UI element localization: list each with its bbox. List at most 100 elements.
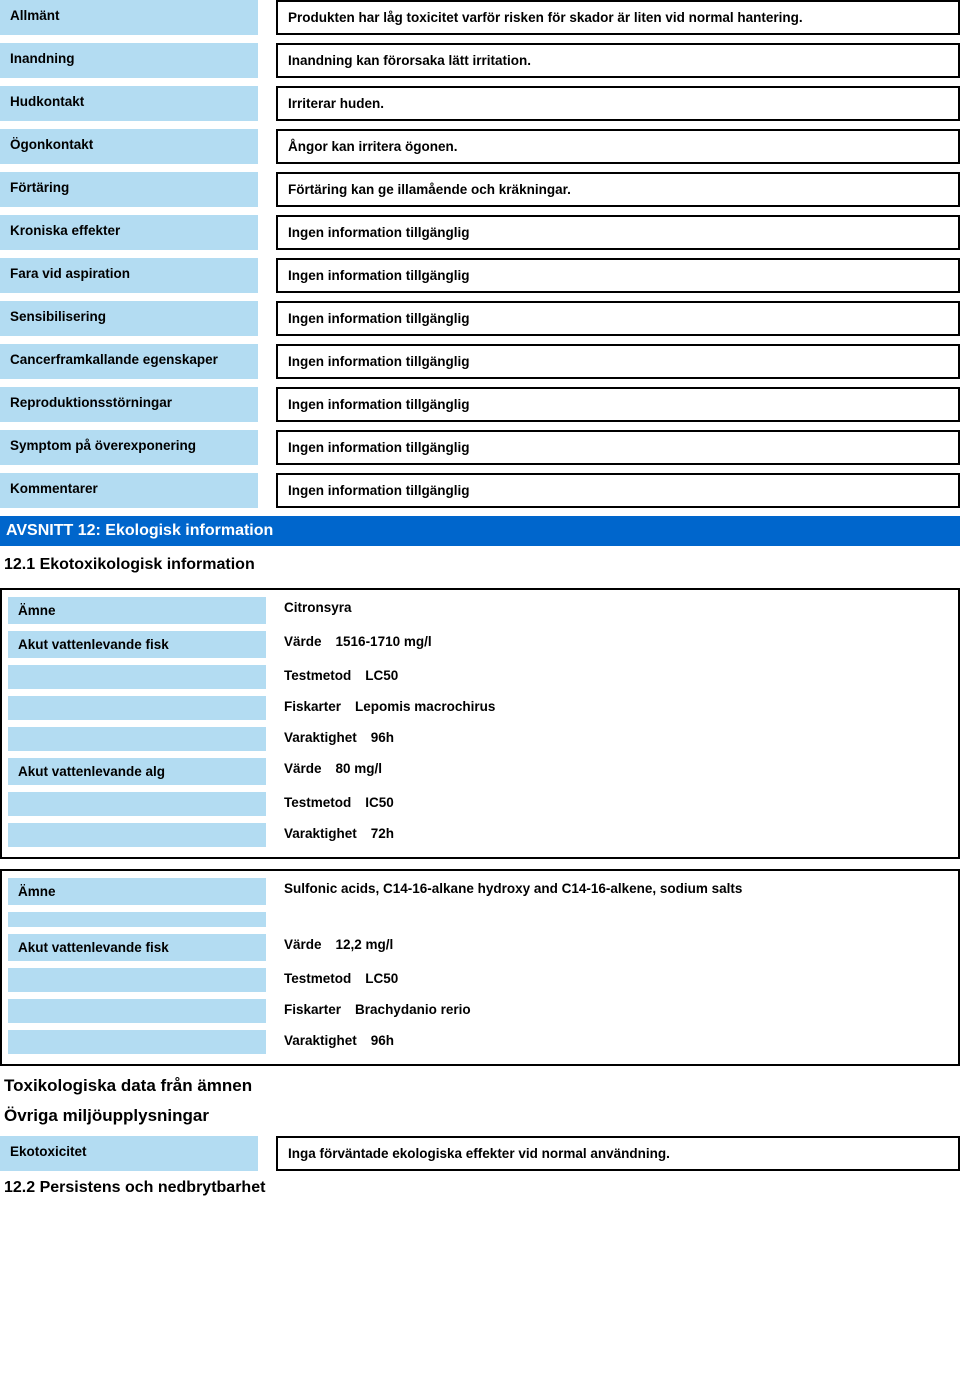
- eco-label-blank: [8, 724, 266, 751]
- value: Förtäring kan ge illamående och kräkning…: [276, 172, 960, 207]
- label: Allmänt: [0, 0, 258, 35]
- value: Inandning kan förorsaka lätt irritation.: [276, 43, 960, 78]
- eco-substance-value: Sulfonic acids, C14-16-alkane hydroxy an…: [266, 875, 952, 905]
- label: Hudkontakt: [0, 86, 258, 121]
- eco-substance-row: Ämne Citronsyra: [8, 594, 952, 624]
- eco-fish-row-3: Fiskarter Lepomis macrochirus: [8, 693, 952, 720]
- label: Reproduktionsstörningar: [0, 387, 258, 422]
- eco-fish2-row-1: Akut vattenlevande fisk Värde12,2 mg/l: [8, 931, 952, 961]
- row-kommentarer: Kommentarer Ingen information tillgängli…: [0, 473, 960, 508]
- eco-fish2-value: Värde12,2 mg/l: [266, 931, 952, 961]
- label: Inandning: [0, 43, 258, 78]
- value: Ingen information tillgänglig: [276, 258, 960, 293]
- v: 96h: [371, 730, 394, 745]
- eco-alg-label: Akut vattenlevande alg: [8, 755, 266, 785]
- v: 80 mg/l: [336, 761, 383, 776]
- eco-spacer: [8, 909, 952, 927]
- label: Sensibilisering: [0, 301, 258, 336]
- row-ekotoxicitet: Ekotoxicitet Inga förväntade ekologiska …: [0, 1136, 960, 1171]
- eco-fish-label: Akut vattenlevande fisk: [8, 628, 266, 658]
- value: Ingen information tillgänglig: [276, 387, 960, 422]
- v: LC50: [365, 971, 398, 986]
- row-fortaring: Förtäring Förtäring kan ge illamående oc…: [0, 172, 960, 207]
- value: Produkten har låg toxicitet varför riske…: [276, 0, 960, 35]
- eco-fish-value: Testmetod LC50: [266, 662, 952, 689]
- label: Kommentarer: [0, 473, 258, 508]
- eco-alg-value: Varaktighet 72h: [266, 820, 952, 847]
- label: Fara vid aspiration: [0, 258, 258, 293]
- eco-fish-value: Varaktighet 96h: [266, 724, 952, 751]
- eco-label-blank: [8, 965, 266, 992]
- value: Inga förväntade ekologiska effekter vid …: [276, 1136, 960, 1171]
- label: Cancerframkallande egenskaper: [0, 344, 258, 379]
- row-hudkontakt: Hudkontakt Irriterar huden.: [0, 86, 960, 121]
- value: Ingen information tillgänglig: [276, 473, 960, 508]
- v: Brachydanio rerio: [355, 1002, 471, 1017]
- k: Värde: [284, 937, 322, 952]
- v: Lepomis macrochirus: [355, 699, 495, 714]
- k: Fiskarter: [284, 699, 341, 714]
- eco-fish2-row-2: TestmetodLC50: [8, 965, 952, 992]
- env-info-heading: Övriga miljöupplysningar: [4, 1106, 960, 1126]
- section-12-banner: AVSNITT 12: Ekologisk information: [0, 516, 960, 546]
- eco-label-blank: [8, 662, 266, 689]
- value: Ingen information tillgänglig: [276, 430, 960, 465]
- eco-label-blank: [8, 996, 266, 1023]
- value: Ingen information tillgänglig: [276, 301, 960, 336]
- row-ogonkontakt: Ögonkontakt Ångor kan irritera ögonen.: [0, 129, 960, 164]
- eco-fish-row-4: Varaktighet 96h: [8, 724, 952, 751]
- row-inandning: Inandning Inandning kan förorsaka lätt i…: [0, 43, 960, 78]
- eco-alg-row-1: Akut vattenlevande alg Värde80 mg/l: [8, 755, 952, 785]
- row-reproduktion: Reproduktionsstörningar Ingen informatio…: [0, 387, 960, 422]
- row-fara-aspiration: Fara vid aspiration Ingen information ti…: [0, 258, 960, 293]
- eco-alg-value: TestmetodIC50: [266, 789, 952, 816]
- eco-label-blank: [8, 789, 266, 816]
- row-symptom: Symptom på överexponering Ingen informat…: [0, 430, 960, 465]
- eco-fish2-value: Varaktighet 96h: [266, 1027, 952, 1054]
- k: Testmetod: [284, 668, 351, 683]
- eco-fish2-label: Akut vattenlevande fisk: [8, 931, 266, 961]
- eco-substance-label: Ämne: [8, 875, 266, 905]
- eco-substance-value: Citronsyra: [266, 594, 952, 624]
- eco-alg-value: Värde80 mg/l: [266, 755, 952, 785]
- tox-data-heading: Toxikologiska data från ämnen: [4, 1076, 960, 1096]
- eco-fish-row-1: Akut vattenlevande fisk Värde 1516-1710 m…: [8, 628, 952, 658]
- label: Förtäring: [0, 172, 258, 207]
- eco-alg-row-2: TestmetodIC50: [8, 789, 952, 816]
- v: LC50: [365, 668, 398, 683]
- eco-fish-value: Värde 1516-1710 mg/l: [266, 628, 952, 658]
- label: Kroniska effekter: [0, 215, 258, 250]
- k: Fiskarter: [284, 1002, 341, 1017]
- eco-fish2-value: TestmetodLC50: [266, 965, 952, 992]
- section-12-1-heading: 12.1 Ekotoxikologisk information: [4, 556, 960, 574]
- v: 1516-1710 mg/l: [336, 634, 432, 649]
- eco-substance-row: Ämne Sulfonic acids, C14-16-alkane hydro…: [8, 875, 952, 905]
- v: 96h: [371, 1033, 394, 1048]
- eco-fish-value: Fiskarter Lepomis macrochirus: [266, 693, 952, 720]
- eco-substance-label: Ämne: [8, 594, 266, 624]
- row-allmant: Allmänt Produkten har låg toxicitet varf…: [0, 0, 960, 35]
- eco-fish2-value: Fiskarter Brachydanio rerio: [266, 996, 952, 1023]
- eco-alg-row-3: Varaktighet 72h: [8, 820, 952, 847]
- eco-label-blank: [8, 909, 266, 927]
- k: Värde: [284, 634, 322, 649]
- k: Varaktighet: [284, 1033, 357, 1048]
- eco-label-blank: [8, 693, 266, 720]
- row-sensibilisering: Sensibilisering Ingen information tillgä…: [0, 301, 960, 336]
- label: Ekotoxicitet: [0, 1136, 258, 1171]
- row-cancerframkallande: Cancerframkallande egenskaper Ingen info…: [0, 344, 960, 379]
- k: Varaktighet: [284, 826, 357, 841]
- k: Varaktighet: [284, 730, 357, 745]
- v: 72h: [371, 826, 394, 841]
- label: Symptom på överexponering: [0, 430, 258, 465]
- value: Ångor kan irritera ögonen.: [276, 129, 960, 164]
- eco-label-blank: [8, 820, 266, 847]
- eco-substance-box-2: Ämne Sulfonic acids, C14-16-alkane hydro…: [0, 869, 960, 1066]
- label: Ögonkontakt: [0, 129, 258, 164]
- value: Ingen information tillgänglig: [276, 215, 960, 250]
- eco-blank: [266, 909, 952, 927]
- eco-label-blank: [8, 1027, 266, 1054]
- section-12-2-heading: 12.2 Persistens och nedbrytbarhet: [4, 1179, 960, 1197]
- value: Irriterar huden.: [276, 86, 960, 121]
- eco-fish2-row-4: Varaktighet 96h: [8, 1027, 952, 1054]
